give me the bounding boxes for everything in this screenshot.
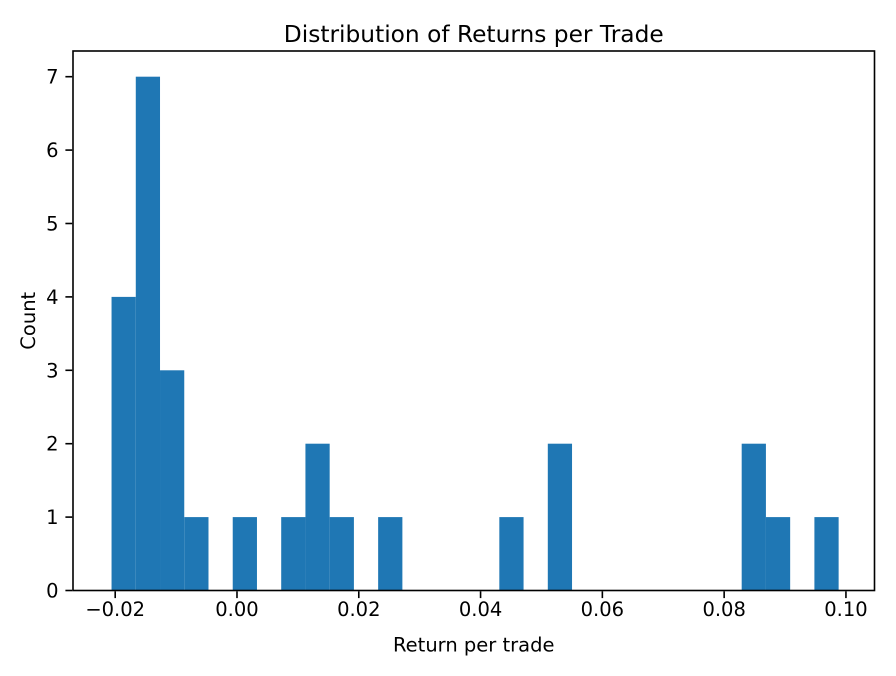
plot-frame <box>72 50 876 592</box>
histogram-bars <box>111 76 839 591</box>
x-tick-label: 0.02 <box>337 598 380 621</box>
histogram-bar <box>741 443 766 591</box>
x-tick-label: −0.02 <box>85 598 145 621</box>
y-tick-label: 6 <box>46 139 58 162</box>
histogram-bar <box>329 517 354 591</box>
axes: −0.02 0.00 0.02 0.04 0.06 0.08 0.10 0 1 2 3 4 5 6 7 <box>46 50 876 621</box>
x-tick-label: 0.06 <box>581 598 624 621</box>
x-tick-label: 0.10 <box>824 598 867 621</box>
histogram-bar <box>305 443 330 591</box>
y-axis-label: Count <box>17 291 40 349</box>
histogram-bar <box>232 517 257 591</box>
histogram-bar <box>160 370 185 591</box>
histogram-bar <box>547 443 573 591</box>
x-tick-label: 0.00 <box>215 598 258 621</box>
y-tick-label: 4 <box>46 286 58 309</box>
histogram-bar <box>281 517 306 591</box>
x-axis-label: Return per trade <box>393 634 554 657</box>
histogram-bar <box>135 76 161 591</box>
y-tick-label: 1 <box>46 506 58 529</box>
y-tick-label: 2 <box>46 433 58 456</box>
histogram-bar <box>765 517 791 591</box>
y-tick-label: 7 <box>46 66 58 89</box>
chart-title: Distribution of Returns per Trade <box>284 21 664 48</box>
y-tick-label: 3 <box>46 359 58 382</box>
histogram-bar <box>499 517 524 591</box>
x-tick-label: 0.08 <box>702 598 745 621</box>
histogram-bar <box>378 517 403 591</box>
histogram-bar <box>184 517 209 591</box>
y-tick-label: 0 <box>46 580 58 603</box>
histogram-bar <box>111 296 136 591</box>
y-tick-label: 5 <box>46 212 58 235</box>
histogram-bar <box>814 517 839 591</box>
x-tick-label: 0.04 <box>459 598 502 621</box>
